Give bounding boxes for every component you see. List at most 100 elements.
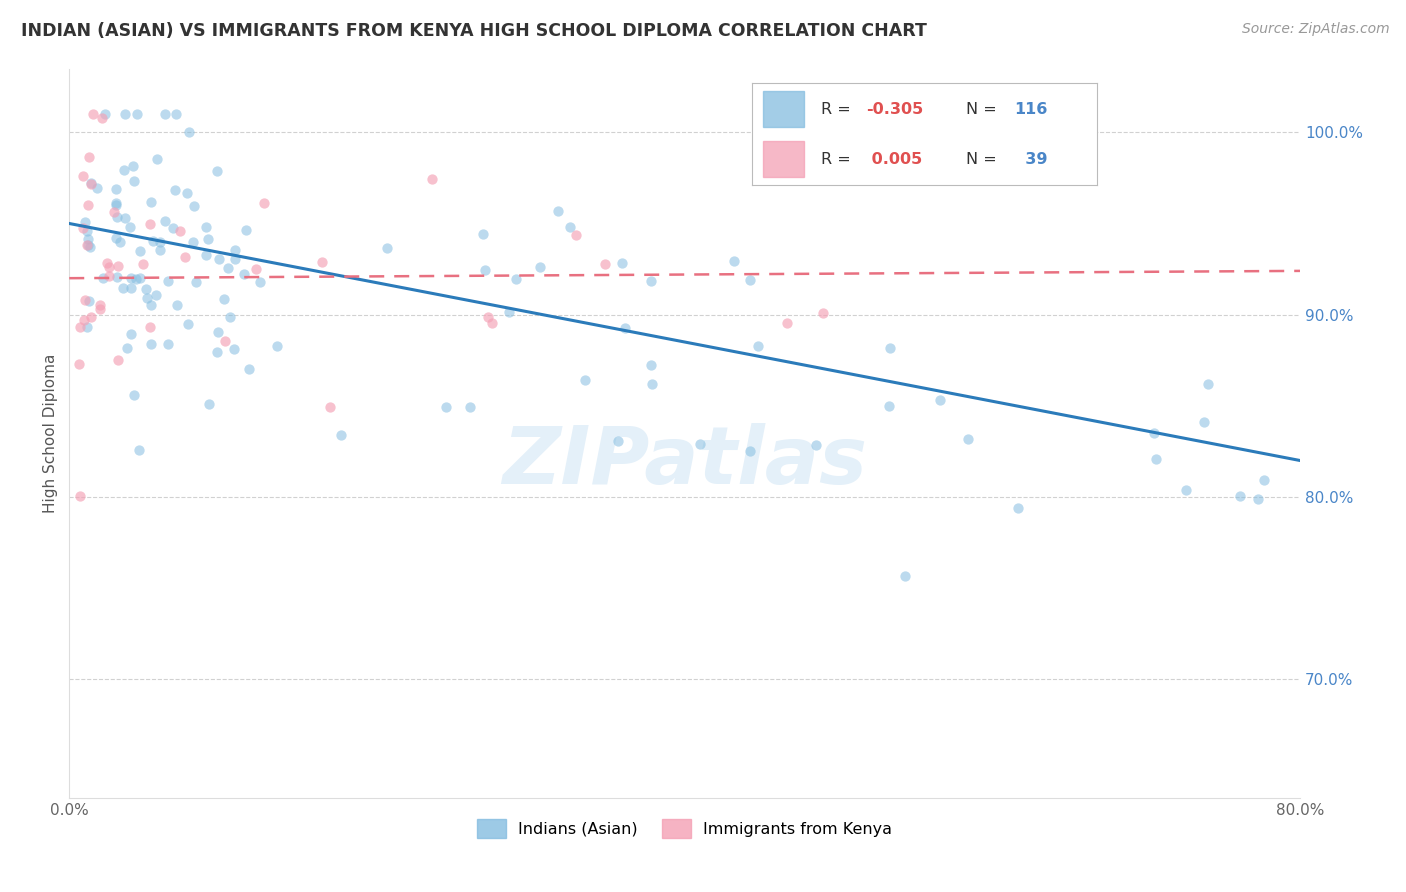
Text: Source: ZipAtlas.com: Source: ZipAtlas.com — [1241, 22, 1389, 37]
Point — [574, 373, 596, 387]
Y-axis label: High School Diploma: High School Diploma — [44, 353, 58, 513]
Point — [186, 275, 208, 289]
Point — [162, 221, 184, 235]
Point — [311, 254, 333, 268]
Point — [76, 238, 98, 252]
Point — [97, 269, 120, 284]
Point — [138, 319, 160, 334]
Point — [145, 287, 167, 301]
Point — [747, 339, 769, 353]
Point — [120, 281, 142, 295]
Point — [253, 196, 276, 211]
Point — [80, 177, 103, 191]
Point — [142, 234, 165, 248]
Point — [474, 262, 496, 277]
Point — [169, 224, 191, 238]
Point — [183, 199, 205, 213]
Point — [76, 232, 98, 246]
Point — [177, 317, 200, 331]
Point — [94, 107, 117, 121]
Point — [114, 211, 136, 226]
Point — [156, 336, 179, 351]
Point — [165, 107, 187, 121]
Point — [471, 227, 494, 242]
Point — [477, 310, 499, 324]
Point — [135, 282, 157, 296]
Point — [73, 312, 96, 326]
Point — [121, 326, 143, 341]
Point — [740, 443, 762, 458]
Point — [235, 222, 257, 236]
Point — [233, 267, 256, 281]
Point — [149, 235, 172, 249]
Point — [723, 253, 745, 268]
Point — [132, 257, 155, 271]
Point — [179, 125, 201, 139]
Point — [146, 153, 169, 167]
Point — [110, 235, 132, 249]
Point — [115, 342, 138, 356]
Point — [105, 182, 128, 196]
Point — [89, 302, 111, 317]
Point — [75, 214, 97, 228]
Point — [69, 489, 91, 503]
Point — [330, 428, 353, 442]
Point — [929, 393, 952, 408]
Point — [112, 281, 135, 295]
Point — [120, 270, 142, 285]
Point — [498, 305, 520, 319]
Point — [76, 319, 98, 334]
Point — [194, 247, 217, 261]
Point — [96, 256, 118, 270]
Point — [90, 112, 112, 126]
Point — [640, 358, 662, 372]
Point — [198, 397, 221, 411]
Point — [375, 241, 398, 255]
Point — [107, 353, 129, 368]
Point — [266, 339, 288, 353]
Point — [181, 235, 204, 249]
Point — [207, 344, 229, 359]
Point — [194, 220, 217, 235]
Point — [434, 401, 457, 415]
Point — [120, 219, 142, 234]
Point — [104, 231, 127, 245]
Point — [89, 298, 111, 312]
Point — [458, 400, 481, 414]
Point — [80, 310, 103, 325]
Point — [558, 220, 581, 235]
Point — [529, 260, 551, 274]
Point — [103, 205, 125, 219]
Point — [76, 224, 98, 238]
Point — [114, 107, 136, 121]
Point — [1007, 500, 1029, 515]
Point — [222, 342, 245, 356]
Point — [129, 271, 152, 285]
Point — [593, 257, 616, 271]
Point — [112, 162, 135, 177]
Point — [82, 107, 104, 121]
Point — [153, 107, 176, 121]
Point — [1194, 415, 1216, 429]
Point — [564, 228, 586, 243]
Point — [610, 255, 633, 269]
Point — [67, 357, 90, 371]
Point — [207, 164, 229, 178]
Point — [1146, 451, 1168, 466]
Point — [128, 244, 150, 258]
Point — [481, 316, 503, 330]
Point — [208, 252, 231, 267]
Point — [77, 197, 100, 211]
Point — [128, 443, 150, 458]
Point — [245, 262, 267, 277]
Point — [956, 432, 979, 446]
Point — [105, 210, 128, 224]
Point — [149, 244, 172, 258]
Point — [877, 399, 900, 413]
Point — [125, 107, 148, 121]
Legend: Indians (Asian), Immigrants from Kenya: Indians (Asian), Immigrants from Kenya — [471, 813, 898, 845]
Point — [156, 275, 179, 289]
Point — [505, 272, 527, 286]
Point — [1247, 491, 1270, 506]
Point — [547, 203, 569, 218]
